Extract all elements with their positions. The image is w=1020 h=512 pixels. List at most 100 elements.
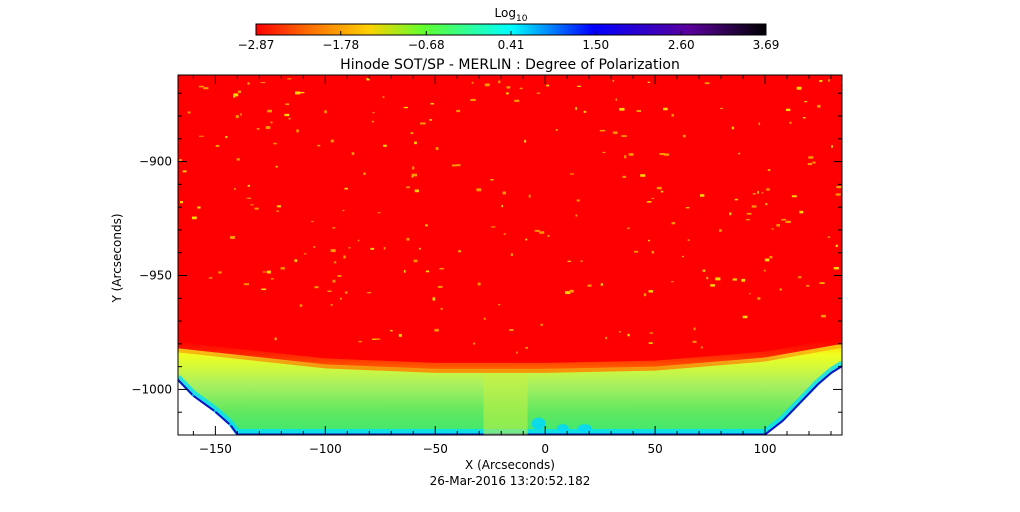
polarization-speckle — [651, 197, 655, 200]
polarization-speckle — [715, 277, 721, 281]
polarization-speckle — [734, 198, 738, 201]
limb-fringe-cyan — [829, 361, 842, 374]
polarization-speckle — [820, 314, 826, 318]
polarization-speckle — [612, 131, 618, 134]
polarization-speckle — [514, 99, 520, 102]
polarization-speckle — [660, 190, 664, 193]
scan-strip-artifact — [483, 371, 528, 435]
x-tick-label: −150 — [199, 442, 232, 456]
polarization-speckle — [425, 224, 428, 227]
polarization-speckle — [802, 117, 806, 119]
polarization-speckle — [339, 297, 342, 300]
colorbar-tick-label: 3.69 — [753, 38, 780, 52]
off-limb-blob — [577, 424, 592, 433]
limb-fringe-blue — [799, 383, 819, 404]
x-tick-label: 0 — [541, 442, 549, 456]
polarization-speckle — [681, 255, 684, 258]
polarization-speckle — [182, 170, 187, 173]
polarization-speckle — [804, 101, 808, 103]
polarization-speckle — [332, 279, 336, 283]
polarization-speckle — [791, 195, 797, 198]
polarization-speckle — [580, 260, 583, 263]
polarization-speckle — [785, 220, 791, 224]
polarization-speckle — [472, 342, 476, 345]
polarization-speckle — [799, 210, 804, 214]
polarization-speckle — [649, 332, 653, 334]
polarization-speckle — [605, 336, 608, 340]
polarization-speckle — [310, 220, 314, 222]
polarization-speckle — [836, 186, 842, 189]
polarization-speckle — [619, 107, 625, 111]
polarization-speckle — [627, 333, 630, 337]
limb-fringe-blue — [229, 424, 239, 435]
polarization-speckle — [656, 186, 662, 190]
polarization-speckle — [285, 103, 290, 106]
polarization-speckle — [746, 218, 750, 221]
polarization-speckle — [234, 187, 236, 191]
polarization-speckle — [233, 93, 239, 97]
polarization-speckle — [742, 315, 748, 319]
polarization-speckle — [569, 289, 574, 293]
polarization-speckle — [819, 282, 825, 284]
limb-fringe-blue — [192, 394, 216, 413]
polarization-speckle — [827, 236, 831, 238]
polarization-speckle — [693, 327, 696, 331]
polarization-speckle — [671, 281, 674, 283]
polarization-speckle — [476, 188, 482, 192]
polarization-speckle — [247, 184, 251, 187]
polarization-speckle — [275, 165, 278, 168]
polarization-speckle — [313, 246, 316, 248]
colorbar-tick-label: 1.50 — [582, 38, 609, 52]
polarization-speckle — [719, 229, 722, 232]
polarization-speckle — [524, 139, 527, 143]
polarization-speckle — [506, 92, 509, 95]
polarization-speckle — [366, 292, 371, 294]
polarization-speckle — [618, 331, 621, 333]
polarization-speckle — [776, 224, 780, 227]
polarization-speckle — [366, 78, 370, 81]
polarization-speckle — [330, 304, 333, 306]
polarization-speckle — [510, 253, 513, 257]
polarization-speckle — [648, 239, 650, 242]
polarization-speckle — [225, 136, 228, 139]
polarization-speckle — [671, 114, 674, 117]
polarization-speckle — [700, 346, 703, 349]
polarization-speckle — [564, 291, 571, 294]
polarization-speckle — [247, 82, 250, 85]
polarization-speckle — [343, 255, 346, 259]
limb-fringe-cyan — [780, 398, 803, 421]
polarization-speckle — [634, 250, 639, 253]
limb-fringe-blue — [764, 420, 784, 435]
polarization-speckle — [576, 199, 580, 202]
polarization-speckle — [738, 152, 741, 155]
polarization-speckle — [332, 227, 336, 229]
polarization-speckle — [547, 235, 550, 237]
polarization-speckle — [274, 337, 277, 341]
polarization-speckle — [648, 290, 653, 293]
polarization-speckle — [503, 233, 506, 235]
polarization-speckle — [240, 113, 242, 116]
polarization-speckle — [237, 90, 242, 93]
polarization-speckle — [202, 87, 209, 90]
polarization-speckle — [299, 92, 305, 94]
polarization-speckle — [451, 164, 457, 167]
polarization-speckle — [766, 188, 770, 191]
polarization-speckle — [250, 204, 254, 206]
polarization-speckle — [246, 197, 252, 199]
colorbar-label: Log10 — [495, 6, 528, 24]
polarization-speckle — [435, 147, 439, 150]
polarization-speckle — [376, 338, 381, 340]
polarization-speckle — [798, 276, 802, 279]
polarization-speckle — [769, 255, 773, 259]
x-tick-label: 100 — [754, 442, 777, 456]
polarization-speckle — [498, 304, 501, 306]
polarization-speckle — [357, 239, 360, 242]
polarization-speckle — [612, 80, 615, 82]
limb-fringe-cyan — [213, 406, 233, 426]
polarization-speckle — [230, 236, 235, 239]
limb-fringe-cyan — [178, 375, 196, 396]
polarization-speckle — [555, 129, 558, 131]
limb-fringe-cyan — [763, 415, 785, 435]
y-axis-ticks: −900 −950 −1000 — [131, 92, 842, 413]
